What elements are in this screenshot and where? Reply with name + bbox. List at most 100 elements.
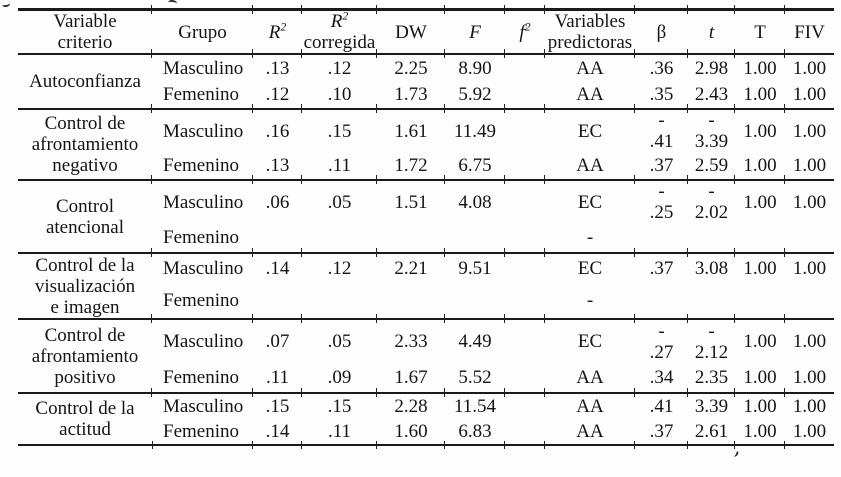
cell-r2-corregida: .12: [301, 48, 377, 81]
cell-f2: [505, 363, 545, 393]
cell-tolerancia: 1.00: [743, 84, 777, 105]
cell-variable-criterio: Autoconfianza: [29, 71, 141, 92]
cell-r2: .11: [265, 367, 290, 388]
cell-f: 4.08: [444, 174, 505, 223]
cell-fiv: 1.00: [784, 419, 834, 449]
cell-predictoras: EC: [544, 313, 635, 363]
cell-r2: .13: [252, 48, 302, 81]
cell-tolerancia: 1.00: [734, 48, 785, 81]
cell-f: 8.90: [444, 48, 505, 81]
cell-tolerancia: 1.00: [743, 155, 777, 176]
cell-r2-corregida: .10: [327, 84, 352, 105]
table-row: Control de la visualización e imagen Mas…: [18, 247, 834, 318]
regression-results-table: Variable criterio Grupo R2 R2 corregida D…: [18, 3, 834, 449]
cell-fiv: 1.00: [792, 367, 827, 388]
cell-beta: - .25: [634, 174, 688, 223]
cell-fiv: 1.00: [792, 155, 827, 176]
scan-artifact: [167, 0, 178, 7]
cell-f2: [504, 419, 545, 449]
cell-tolerancia: 1.00: [734, 313, 785, 363]
cell-fiv: 1.00: [784, 387, 834, 419]
table-row: Autoconfianza Masculino .13 .12 2.25 8.9…: [18, 48, 834, 92]
cell-fiv: 1.00: [792, 84, 827, 105]
cell-beta: - .41: [634, 103, 688, 152]
cell-r2-corregida: .12: [301, 247, 377, 283]
cell-grupo: Masculino: [151, 247, 253, 283]
scan-artifact: [1, 0, 11, 8]
cell-predictoras: EC: [544, 103, 635, 152]
cell-fiv: 1.00: [784, 48, 834, 81]
cell-r2-corregida: .15: [301, 387, 377, 419]
cell-grupo: Masculino: [151, 103, 253, 152]
table-row: Control de afrontamiento positivo Mascul…: [18, 313, 834, 388]
cell-beta: .34: [649, 367, 674, 388]
cell-predictoras: AA: [576, 155, 604, 176]
cell-r2: .14: [252, 247, 302, 283]
cell-tolerancia: [735, 223, 785, 253]
table-row: Femenino .12 .10 1.73 5.92 AA .35 2.43 1…: [18, 81, 834, 109]
cell-t: [688, 223, 735, 253]
col-header-r2-corregida: R2 corregida: [301, 3, 376, 53]
cell-t: 3.39: [687, 387, 735, 419]
cell-fiv: 1.00: [784, 103, 834, 152]
table-row: Femenino .13 .11 1.72 6.75 AA .37 2.59 1…: [18, 152, 834, 180]
cell-f: 5.52: [458, 367, 492, 388]
cell-f: 6.75: [458, 155, 492, 176]
cell-t: 2.98: [687, 48, 735, 81]
cell-grupo: Femenino: [163, 367, 239, 388]
cell-f2: [504, 247, 545, 283]
cell-t: 3.08: [687, 247, 735, 283]
cell-tolerancia: [735, 283, 785, 319]
cell-dw: [377, 223, 445, 253]
cell-beta: [635, 223, 688, 253]
cell-grupo: Masculino: [151, 174, 253, 223]
cell-f: [445, 223, 505, 253]
cell-beta: .35: [649, 84, 674, 105]
cell-fiv: [785, 283, 834, 319]
cell-fiv: [785, 223, 834, 253]
cell-tolerancia: 1.00: [734, 387, 785, 419]
cell-tolerancia: 1.00: [734, 247, 785, 283]
cell-r2-corregida: .11: [301, 419, 377, 449]
cell-r2-corregida: .05: [301, 313, 377, 363]
cell-t: 2.59: [694, 155, 729, 176]
cell-tolerancia: 1.00: [734, 174, 785, 223]
cell-dw: 2.21: [376, 247, 445, 283]
col-header-tolerancia: T: [734, 3, 785, 55]
col-header-beta: β: [634, 3, 688, 55]
cell-r2: .06: [252, 174, 302, 223]
cell-dw: 2.33: [376, 313, 445, 363]
cell-r2-corregida: [302, 283, 377, 319]
col-header-t: t: [687, 3, 735, 55]
cell-fiv: 1.00: [784, 247, 834, 283]
cell-predictoras: AA: [544, 387, 635, 419]
cell-r2: .13: [265, 155, 290, 176]
cell-tolerancia: 1.00: [734, 103, 785, 152]
scan-artifact: [732, 450, 739, 458]
cell-predictoras: AA: [576, 84, 604, 105]
cell-grupo: Femenino: [163, 227, 239, 248]
cell-r2: .14: [252, 419, 302, 449]
cell-f: 9.51: [444, 247, 505, 283]
cell-r2: [253, 223, 302, 253]
cell-f2: [504, 313, 545, 363]
col-header-grupo: Grupo: [151, 3, 253, 55]
cell-f2: [504, 174, 545, 223]
cell-dw: 2.28: [376, 387, 445, 419]
cell-f: 6.83: [444, 419, 505, 449]
cell-f2: [505, 223, 545, 253]
cell-dw: [377, 283, 445, 319]
cell-f2: [505, 283, 545, 319]
cell-grupo: Femenino: [163, 84, 239, 105]
cell-tolerancia: 1.00: [743, 367, 777, 388]
cell-dw: 1.72: [394, 155, 428, 176]
cell-beta: - .27: [634, 313, 688, 363]
cell-predictoras: EC: [544, 174, 635, 223]
cell-r2: .07: [252, 313, 302, 363]
cell-dw: 1.73: [394, 84, 428, 105]
cell-beta: .37: [634, 247, 688, 283]
cell-dw: 1.67: [394, 367, 428, 388]
cell-beta: .37: [649, 155, 674, 176]
table-row: Femenino .11 .09 1.67 5.52 AA .34 2.35 1…: [18, 363, 834, 393]
